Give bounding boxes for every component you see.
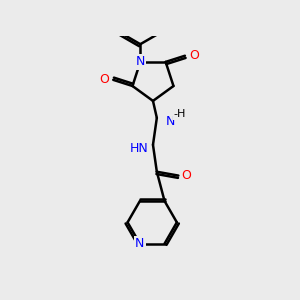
Text: O: O	[189, 49, 199, 62]
Text: N: N	[136, 56, 145, 68]
Text: O: O	[181, 169, 191, 182]
Text: N: N	[166, 115, 175, 128]
Text: N: N	[135, 237, 145, 250]
Text: HN: HN	[130, 142, 148, 155]
Text: O: O	[99, 73, 109, 86]
Text: -H: -H	[174, 109, 186, 119]
